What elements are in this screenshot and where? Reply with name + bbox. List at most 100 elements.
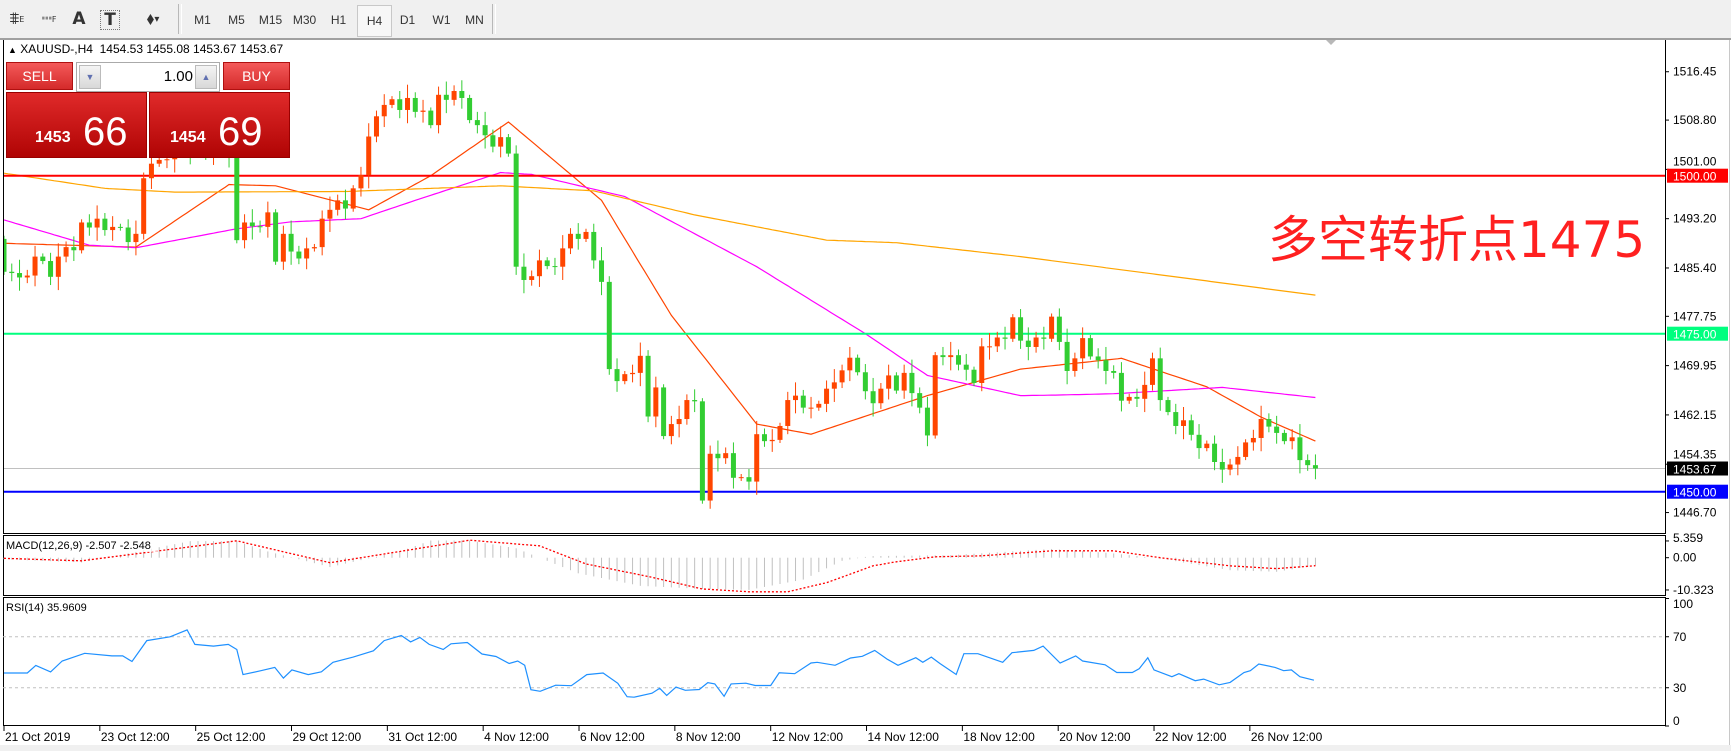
candle-body xyxy=(661,387,667,437)
lot-size-field[interactable]: ▼ 1.00 ▲ xyxy=(76,62,220,92)
candle xyxy=(9,263,15,282)
candle xyxy=(1025,327,1031,361)
candle-body xyxy=(327,209,333,219)
candle xyxy=(1258,405,1264,452)
candle-body xyxy=(1188,420,1194,435)
price-axis-label: 1501.00 xyxy=(1673,155,1717,169)
price-line-label: 1450.00 xyxy=(1673,486,1717,500)
candle-body xyxy=(816,403,822,408)
candle-body xyxy=(723,453,729,459)
text-tool-icon[interactable]: A xyxy=(66,6,92,32)
candle xyxy=(777,422,783,444)
timeframe-m15[interactable]: M15 xyxy=(258,13,283,27)
price-axis-label: 1462.15 xyxy=(1673,408,1717,422)
candle xyxy=(94,205,100,241)
candle-body xyxy=(1126,396,1132,401)
candle xyxy=(567,228,573,255)
candle xyxy=(482,111,488,149)
time-axis-label: 8 Nov 12:00 xyxy=(676,730,741,744)
candle-body xyxy=(234,156,240,241)
candle-body xyxy=(296,251,302,259)
candle-body xyxy=(474,120,480,126)
candle-body xyxy=(614,369,620,382)
candle xyxy=(443,81,449,114)
candle xyxy=(707,445,713,509)
candle-body xyxy=(637,355,643,373)
candle-body xyxy=(381,104,387,117)
candle-body xyxy=(1274,426,1280,433)
timeframe-w1[interactable]: W1 xyxy=(432,13,451,27)
price-axis-label: 1454.35 xyxy=(1673,448,1717,462)
candle xyxy=(831,369,837,402)
candle xyxy=(1250,429,1256,451)
candle-body xyxy=(63,247,69,257)
lot-increase-button[interactable]: ▲ xyxy=(195,65,217,89)
candle-body xyxy=(17,273,23,278)
indicators-list-icon[interactable]: ⩨ E xyxy=(4,6,30,32)
buy-price-main: 1454 xyxy=(170,129,206,146)
candle-body xyxy=(373,116,379,137)
candle xyxy=(730,442,736,489)
toolbar-separator xyxy=(178,4,182,34)
candle xyxy=(901,364,907,399)
candle xyxy=(40,253,46,265)
buy-price-button[interactable]: 1454 69 xyxy=(149,92,290,158)
candle xyxy=(296,245,302,265)
timeframe-h1[interactable]: H1 xyxy=(330,13,347,27)
timeframe-m5[interactable]: M5 xyxy=(228,13,245,27)
time-axis-label: 23 Oct 12:00 xyxy=(101,730,170,744)
candle-body xyxy=(847,357,853,371)
candle xyxy=(909,359,915,407)
candle-body xyxy=(405,97,411,110)
arrows-tool-icon[interactable]: ⬧ ▾ xyxy=(134,6,172,32)
chart-shift-marker-icon[interactable] xyxy=(1326,40,1336,45)
candle-body xyxy=(48,261,54,277)
candle xyxy=(1312,454,1318,480)
bottom-strip xyxy=(0,745,1731,751)
candle xyxy=(1080,327,1086,370)
candle-body xyxy=(32,256,38,276)
candle xyxy=(1165,396,1171,416)
candle-body xyxy=(924,407,930,436)
candle-body xyxy=(436,94,442,126)
candle-body xyxy=(1181,420,1187,426)
candle xyxy=(529,270,535,286)
lot-size-value[interactable]: 1.00 xyxy=(163,68,193,85)
timeframe-m30[interactable]: M30 xyxy=(292,13,317,27)
objects-list-icon[interactable]: ┅ F xyxy=(36,6,62,32)
candle xyxy=(1142,371,1148,413)
candle xyxy=(304,237,310,270)
candle-body xyxy=(451,91,457,100)
text-label-tool-icon[interactable]: T xyxy=(100,10,120,30)
moving-average-line-1 xyxy=(4,171,1316,399)
candle-body xyxy=(746,477,752,482)
candle xyxy=(971,366,977,387)
timeframe-d1[interactable]: D1 xyxy=(399,13,416,27)
candle xyxy=(1033,331,1039,353)
candle xyxy=(1274,415,1280,444)
candle-body xyxy=(676,419,682,425)
sell-button[interactable]: SELL xyxy=(6,62,73,90)
timeframe-h4[interactable]: H4 xyxy=(357,5,392,37)
collapse-arrow-icon[interactable]: ▲ xyxy=(8,45,17,55)
sell-price-button[interactable]: 1453 66 xyxy=(6,92,147,158)
price-axis-label: 1477.75 xyxy=(1673,309,1717,323)
price-axis-label: 1469.95 xyxy=(1673,359,1717,373)
price-axis-label: 1508.80 xyxy=(1673,113,1717,127)
buy-button[interactable]: BUY xyxy=(223,62,290,90)
timeframe-m1[interactable]: M1 xyxy=(194,13,211,27)
timeframe-mn[interactable]: MN xyxy=(465,13,484,27)
time-axis-label: 21 Oct 2019 xyxy=(5,730,71,744)
candle-body xyxy=(738,477,744,479)
candle-body xyxy=(560,248,566,267)
candle-body xyxy=(133,233,139,243)
lot-decrease-button[interactable]: ▼ xyxy=(79,65,101,89)
candle-body xyxy=(71,247,77,251)
candle-body xyxy=(1080,338,1086,359)
candle-body xyxy=(909,372,915,394)
price-line-label: 1475.00 xyxy=(1673,328,1717,342)
candle-body xyxy=(342,200,348,209)
candle xyxy=(381,94,387,128)
candle xyxy=(862,364,868,400)
